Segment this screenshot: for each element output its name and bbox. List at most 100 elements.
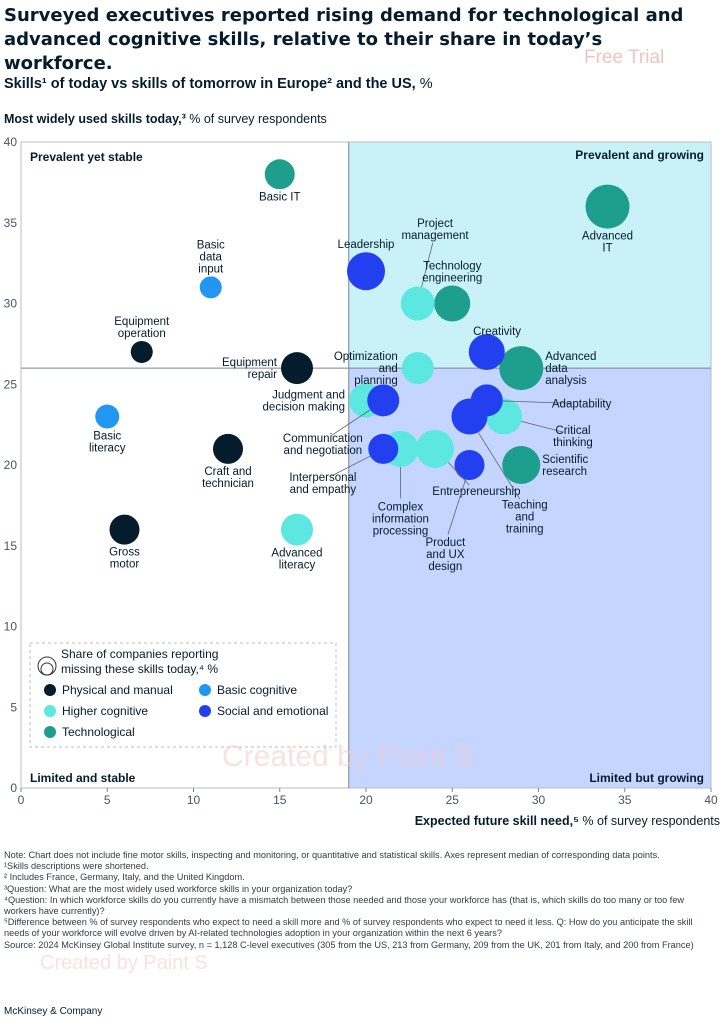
bubble-label: and [515, 512, 534, 524]
bubble-label: Teaching [502, 500, 548, 512]
y-tick-label: 15 [4, 539, 18, 553]
bubble-label: Basic [197, 239, 225, 251]
bubble-label: research [542, 466, 587, 478]
label-leader-line [477, 432, 521, 500]
bubble-point [281, 513, 313, 546]
bubble-point [585, 184, 630, 229]
footnotes: Note: Chart does not include fine motor … [4, 850, 716, 951]
x-axis-header: Expected future skill need,⁵ % of survey… [415, 814, 720, 828]
legend-size-label: Share of companies reporting [61, 647, 218, 661]
label-leader-line [421, 242, 434, 288]
quadrant-top-right [348, 142, 711, 369]
bubble-label: operation [118, 328, 166, 340]
bubble-chart: 0 5 10 15 20 25 30 35 40 0 5 10 15 20 25 30 35 40 Prevalen… [4, 135, 718, 807]
bubble-label: Advanced [582, 231, 633, 243]
bubble-label: IT [602, 243, 612, 255]
bubble-label: and negotiation [284, 445, 363, 457]
legend-label: Physical and manual [62, 683, 173, 697]
bubble-point [347, 252, 385, 291]
x-tick-label: 10 [187, 793, 201, 807]
bubble-label: input [198, 263, 224, 275]
bubble-label: Optimization [334, 351, 398, 363]
bubble-label: Judgment and [272, 389, 345, 401]
bubble-point [95, 404, 120, 429]
x-tick-label: 30 [532, 793, 546, 807]
bubble-point [199, 276, 222, 299]
bubble-label: Advanced [545, 351, 596, 363]
bubble-label: and [379, 363, 398, 375]
y-tick-label: 5 [10, 700, 17, 714]
bubble-label: technician [202, 478, 254, 490]
x-tick-label: 25 [446, 793, 460, 807]
bubble-label: Complex [378, 501, 424, 513]
bubble-point [454, 450, 485, 480]
bubble-label: Basic IT [259, 191, 301, 203]
bubble-label: Project [417, 218, 454, 230]
bubble-label: design [428, 561, 462, 573]
y-tick-label: 25 [4, 377, 18, 391]
legend-swatch [44, 726, 56, 738]
y-axis-header: Most widely used skills today,³ % of sur… [4, 112, 327, 126]
bubble-point [468, 333, 505, 370]
x-tick-label: 5 [104, 793, 111, 807]
quadrant-label-top-right: Prevalent and growing [575, 148, 704, 162]
bubble-point [400, 286, 435, 321]
bubble-label: Equipment [114, 316, 170, 328]
y-tick-label: 35 [4, 216, 18, 230]
bubble-point [416, 429, 454, 468]
legend-box [29, 642, 337, 748]
bubble-label: information [372, 513, 429, 525]
bubble-label: training [506, 524, 544, 536]
bubble-point [213, 433, 243, 464]
quadrant-label-bottom-left: Limited and stable [30, 771, 136, 785]
y-tick-label: 10 [4, 620, 18, 634]
legend-swatch [44, 684, 56, 696]
brand-name: McKinsey & Company [4, 1006, 103, 1017]
bubble-label: Gross [109, 547, 140, 559]
bubble-point [264, 159, 295, 190]
bubble-label: literacy [89, 443, 126, 455]
bubble-point [368, 433, 399, 464]
label-leader-line [447, 479, 466, 535]
bubble-point [434, 285, 471, 322]
bubble-label: data [200, 251, 223, 263]
footnote-5: ⁵Difference between % of survey responde… [4, 917, 693, 939]
footnote-2: ² Includes France, Germany, Italy, and t… [4, 872, 245, 883]
bubble-label: engineering [422, 273, 482, 285]
footnote-source: Source: 2024 McKinsey Global Institute s… [4, 939, 694, 950]
footnote-note: Note: Chart does not include fine motor … [4, 850, 660, 860]
footnote-4: ⁴Question: In which workforce skills do … [4, 894, 685, 917]
y-tick-label: 0 [10, 781, 17, 795]
bubble-point [109, 514, 140, 545]
bubble-label: Leadership [338, 239, 395, 251]
bubble-label: Adaptability [552, 399, 612, 411]
y-axis-header-bold: Most widely used skills today,³ [4, 112, 186, 126]
bubble-label: Advanced [271, 548, 322, 560]
bubble-label: Technology [423, 261, 481, 273]
bubble-label: motor [110, 559, 140, 571]
label-leader-line [331, 455, 371, 477]
bubble-label: data [545, 363, 568, 375]
bubble-label: and UX [426, 549, 465, 561]
legend-label: Technological [62, 725, 135, 739]
legend-swatch [44, 705, 56, 717]
bubble-label: Entrepreneurship [432, 486, 520, 498]
bubble-label: thinking [553, 437, 593, 449]
bubble-point [502, 446, 541, 484]
footnote-1: ¹Skills descriptions were shortened. [4, 861, 149, 872]
subtitle-bold: Skills¹ of today vs skills of tomorrow i… [4, 76, 416, 92]
x-tick-label: 0 [18, 793, 25, 807]
legend-swatch [199, 705, 211, 717]
bubble-label: Basic [93, 431, 121, 443]
bubble-label: Craft and [204, 466, 251, 478]
legend-label: Social and emotional [217, 704, 328, 718]
legend-size-circle-small [40, 662, 54, 676]
bubble-point [281, 352, 313, 385]
x-axis-header-bold: Expected future skill need,⁵ [414, 814, 579, 828]
bubble-label: Product [426, 537, 466, 549]
label-leader-line [521, 421, 564, 433]
bubble-point [367, 384, 400, 417]
y-tick-label: 30 [4, 297, 18, 311]
bubble-label: management [401, 230, 469, 242]
bubble-label: decision making [263, 401, 345, 413]
